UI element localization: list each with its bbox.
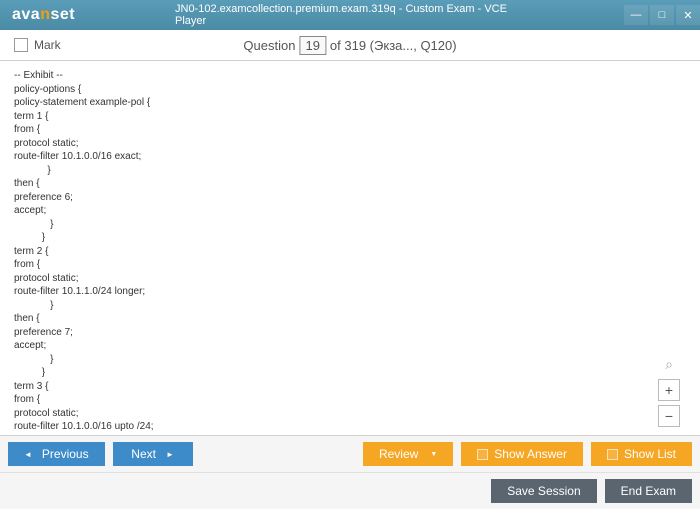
show-answer-checkbox	[477, 449, 488, 460]
top-button-row: Previous Next Review Show Answer Show Li…	[0, 436, 700, 473]
question-header: Mark Question 19 of 319 (Экза..., Q120)	[0, 30, 700, 61]
review-button[interactable]: Review	[363, 442, 453, 466]
app-logo: avanset	[12, 6, 75, 24]
question-label: Question	[243, 38, 295, 53]
end-exam-button[interactable]: End Exam	[605, 479, 692, 503]
close-button[interactable]: ✕	[676, 5, 700, 25]
titlebar: avanset JN0-102.examcollection.premium.e…	[0, 0, 700, 30]
magnify-icon: ⌕	[658, 353, 680, 375]
save-session-button[interactable]: Save Session	[491, 479, 596, 503]
show-list-button[interactable]: Show List	[591, 442, 692, 466]
question-total: of 319 (Экза..., Q120)	[330, 38, 457, 53]
window-title: JN0-102.examcollection.premium.exam.319q…	[175, 3, 525, 27]
show-list-checkbox	[607, 449, 618, 460]
zoom-controls: ⌕ + −	[658, 353, 680, 427]
show-answer-button[interactable]: Show Answer	[461, 442, 583, 466]
bottom-button-row: Save Session End Exam	[0, 473, 700, 509]
maximize-button[interactable]: □	[650, 5, 674, 25]
exhibit-text: -- Exhibit -- policy-options { policy-st…	[14, 69, 686, 435]
mark-checkbox-group[interactable]: Mark	[14, 38, 61, 52]
next-button[interactable]: Next	[113, 442, 193, 466]
question-content: -- Exhibit -- policy-options { policy-st…	[0, 61, 700, 435]
zoom-out-button[interactable]: −	[658, 405, 680, 427]
window-controls: — □ ✕	[624, 5, 700, 25]
footer: Previous Next Review Show Answer Show Li…	[0, 435, 700, 509]
question-number: 19	[299, 36, 325, 55]
previous-button[interactable]: Previous	[8, 442, 105, 466]
question-counter: Question 19 of 319 (Экза..., Q120)	[243, 36, 456, 55]
zoom-in-button[interactable]: +	[658, 379, 680, 401]
mark-label: Mark	[34, 38, 61, 52]
mark-checkbox[interactable]	[14, 38, 28, 52]
minimize-button[interactable]: —	[624, 5, 648, 25]
